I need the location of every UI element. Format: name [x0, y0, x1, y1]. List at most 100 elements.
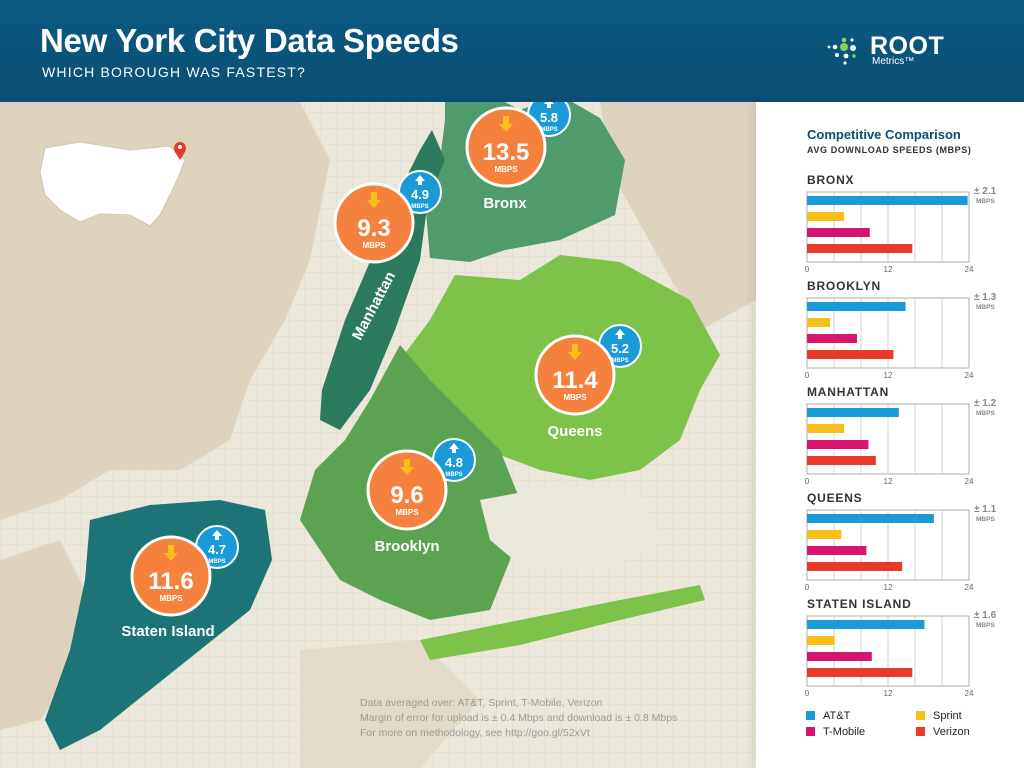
page-subtitle: WHICH BOROUGH WAS FASTEST?	[42, 64, 307, 80]
bar-verizon	[807, 456, 876, 465]
logo-dots-icon	[827, 37, 856, 65]
bar-att	[807, 196, 968, 205]
margin-unit: MBPS	[976, 198, 995, 205]
bar-att	[807, 620, 925, 629]
download-value: 9.6	[390, 482, 423, 509]
download-bubble	[534, 334, 616, 416]
location-pin-icon	[174, 142, 186, 160]
bar-tmobile	[807, 334, 857, 343]
download-unit: MBPS	[159, 594, 183, 603]
bar-sprint	[807, 212, 845, 221]
upload-unit: MBPS	[445, 472, 462, 478]
methodology-notes: Data averaged over: AT&T, Sprint, T-Mobi…	[360, 696, 677, 741]
tick-label: 0	[805, 583, 810, 592]
upload-unit: MBPS	[611, 358, 628, 364]
tick-label: 12	[884, 371, 893, 380]
bubble-staten-island: 4.7 MBPS 11.6 MBPS	[130, 525, 239, 617]
download-value: 9.3	[357, 215, 390, 242]
group-label: STATEN ISLAND	[807, 597, 912, 611]
notes-line-1: Data averaged over: AT&T, Sprint, T-Mobi…	[360, 697, 603, 709]
group-label: BROOKLYN	[807, 279, 881, 293]
up-arrow-icon	[615, 329, 625, 339]
lower-bay-land	[300, 640, 480, 768]
tick-label: 12	[884, 583, 893, 592]
margin-value: ± 1.3	[974, 292, 997, 303]
bar-sprint	[807, 530, 842, 539]
down-arrow-icon	[367, 192, 381, 208]
margin-value: ± 1.1	[974, 504, 997, 515]
bubble-brooklyn: 4.8 MBPS 9.6 MBPS	[366, 438, 476, 531]
tick-label: 24	[965, 689, 974, 698]
download-value: 11.4	[552, 367, 598, 394]
bar-verizon	[807, 668, 913, 677]
legend-swatch-icon	[806, 727, 815, 736]
bar-verizon	[807, 350, 894, 359]
margin-value: ± 1.2	[974, 398, 997, 409]
comparison-panel: Competitive Comparison AVG DOWNLOAD SPEE…	[756, 102, 1024, 768]
tick-label: 0	[805, 265, 810, 274]
download-unit: MBPS	[362, 241, 386, 250]
rockaway-peninsula	[420, 585, 705, 660]
bar-att	[807, 408, 899, 417]
group-label: QUEENS	[807, 491, 862, 505]
up-arrow-icon	[212, 530, 222, 540]
logo-subtext: Metrics™	[872, 56, 915, 67]
label-brooklyn: Brooklyn	[374, 538, 439, 555]
download-bubble	[366, 449, 448, 531]
tick-label: 24	[965, 477, 974, 486]
bar-sprint	[807, 424, 845, 433]
legend-swatch-icon	[806, 711, 815, 720]
header-banner: New York City Data Speeds WHICH BOROUGH …	[0, 0, 1024, 102]
logo-wordmark: ROOT	[870, 32, 945, 60]
download-unit: MBPS	[563, 393, 587, 402]
group-label: MANHATTAN	[807, 385, 889, 399]
tick-label: 0	[805, 689, 810, 698]
bar-tmobile	[807, 652, 872, 661]
legend-swatch-icon	[916, 727, 925, 736]
bar-att	[807, 302, 906, 311]
upload-value: 5.8	[540, 110, 558, 125]
up-arrow-icon	[415, 175, 425, 185]
download-unit: MBPS	[395, 508, 419, 517]
upload-value: 4.9	[411, 187, 429, 202]
page-title: New York City Data Speeds	[40, 22, 459, 59]
bubble-queens: 5.2 MBPS 11.4 MBPS	[534, 324, 642, 416]
tick-label: 0	[805, 371, 810, 380]
download-bubble	[333, 182, 415, 264]
upload-value: 5.2	[611, 341, 629, 356]
upload-unit: MBPS	[208, 559, 225, 565]
download-bubble	[130, 535, 212, 617]
tick-label: 24	[965, 371, 974, 380]
tick-label: 24	[965, 583, 974, 592]
bubble-manhattan: 4.9 MBPS 9.3 MBPS	[333, 170, 442, 264]
margin-unit: MBPS	[976, 622, 995, 629]
margin-unit: MBPS	[976, 516, 995, 523]
margin-unit: MBPS	[976, 304, 995, 311]
download-unit: MBPS	[494, 165, 518, 174]
jamaica-bay	[480, 485, 660, 570]
upload-unit: MBPS	[411, 204, 428, 210]
down-arrow-icon	[568, 344, 582, 360]
upload-value: 4.7	[208, 542, 226, 557]
tick-label: 12	[884, 689, 893, 698]
tick-label: 12	[884, 477, 893, 486]
bar-tmobile	[807, 546, 867, 555]
tick-label: 24	[965, 265, 974, 274]
label-staten-island: Staten Island	[121, 623, 214, 640]
download-value: 11.6	[148, 568, 193, 595]
nyc-borough-map: Bronx Manhattan Queens Brooklyn Staten I…	[0, 102, 756, 768]
legend-item-sprint: Sprint	[916, 710, 962, 722]
bar-tmobile	[807, 440, 869, 449]
up-arrow-icon	[449, 443, 459, 453]
chart-legend: AT&T Sprint T-Mobile Verizon	[806, 708, 1006, 748]
download-value: 13.5	[483, 139, 530, 166]
group-label: BRONX	[807, 173, 854, 187]
upload-value: 4.8	[445, 455, 463, 470]
label-bronx: Bronx	[483, 195, 527, 212]
legend-item-verizon: Verizon	[916, 726, 970, 738]
legend-swatch-icon	[916, 711, 925, 720]
download-bubble	[465, 106, 547, 188]
tick-label: 12	[884, 265, 893, 274]
bar-verizon	[807, 562, 903, 571]
